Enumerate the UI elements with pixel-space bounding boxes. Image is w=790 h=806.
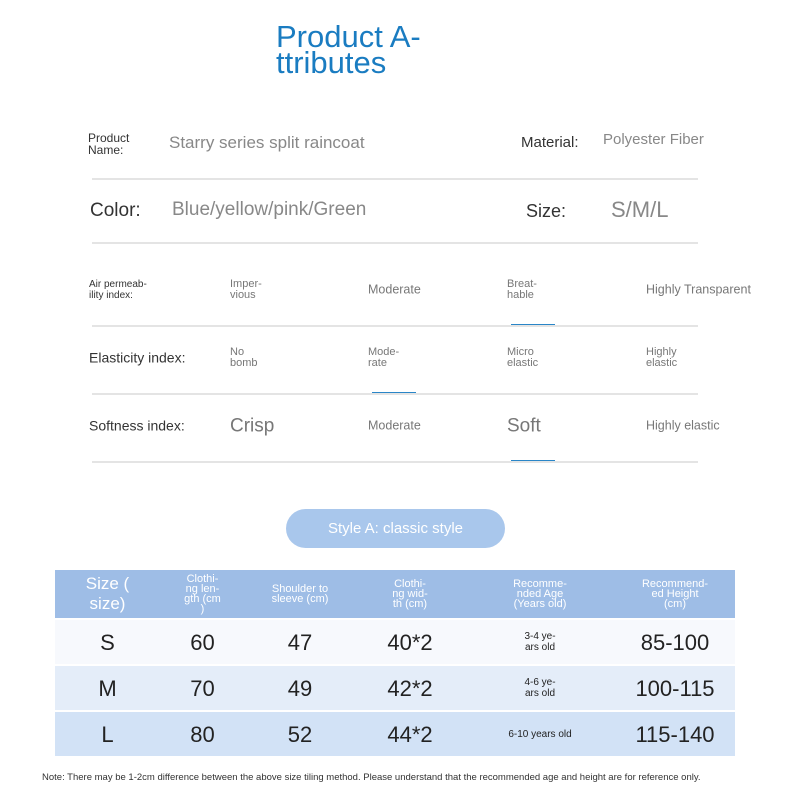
material: Polyester Fiber: [603, 131, 704, 148]
table-cell: 100-115: [635, 675, 715, 701]
index-option: Crisp: [230, 415, 275, 437]
table-header-bg: [55, 570, 735, 618]
table-cell: 85-100: [640, 629, 710, 655]
index-option: Mode- rate: [368, 346, 400, 369]
table-header-cell: Size ( size): [85, 574, 130, 613]
table-cell: 42*2: [387, 675, 433, 701]
table-header-cell: Clothi- ng wid- th (cm): [392, 578, 428, 610]
table-cell: 70: [190, 675, 215, 701]
table-header-cell: Shoulder to sleeve (cm): [271, 583, 329, 605]
table-cell: M: [98, 675, 117, 701]
index-label: Air permeab- ility index:: [89, 279, 147, 301]
table-cell: 115-140: [635, 721, 715, 747]
index-label: Softness index:: [89, 417, 185, 434]
table-cell: 52: [287, 721, 313, 747]
table-cell: 40*2: [387, 629, 433, 655]
size-label: Size:: [526, 201, 567, 221]
size: S/M/L: [611, 197, 669, 222]
table-row-bg: [55, 620, 735, 664]
note: Note: There may be 1-2cm difference betw…: [42, 772, 701, 783]
divider: [92, 393, 698, 395]
index-option: Imper- vious: [230, 278, 262, 301]
table-cell: 4-6 ye- ars old: [524, 677, 556, 699]
index-option: No bomb: [230, 346, 258, 369]
divider: [92, 325, 698, 327]
product-name: Starry series split raincoat: [169, 133, 365, 152]
table-row-bg: [55, 666, 735, 710]
table-header-cell: Clothi- ng len- gth (cm ): [184, 573, 221, 615]
size-table: Size ( size) Clothi- ng len- gth (cm ) Sho…: [55, 570, 735, 757]
index-label: Elasticity index:: [89, 349, 186, 366]
index-option: Highly elastic: [646, 418, 720, 433]
table-cell: S: [100, 629, 115, 655]
table-row-bg: [55, 712, 735, 756]
table-cell: 80: [190, 721, 215, 747]
index-option: Moderate: [368, 418, 421, 433]
index-option: Micro elastic: [507, 346, 539, 369]
index-option: Breat- hable: [507, 278, 537, 301]
divider: [92, 178, 698, 180]
table-cell: 44*2: [387, 721, 433, 747]
color-label: Color:: [90, 200, 141, 221]
title: Product A- ttributes: [276, 19, 421, 80]
index-option: Moderate: [368, 282, 421, 297]
table-cell: 47: [287, 629, 313, 655]
table-cell: L: [101, 721, 114, 747]
table-header-cell: Recommend- ed Height (cm): [641, 578, 709, 610]
table-cell: 49: [287, 675, 313, 701]
table-cell: 6-10 years old: [508, 728, 572, 740]
product-name-label: Product Name:: [88, 131, 130, 157]
divider: [92, 461, 698, 463]
divider: [92, 242, 698, 244]
table-cell: 60: [190, 629, 215, 655]
index-option: Highly elastic: [646, 346, 678, 369]
style-button[interactable]: Style A: classic style: [286, 509, 505, 548]
material-label: Material:: [521, 134, 579, 151]
table-cell: 3-4 ye- ars old: [524, 631, 556, 653]
index-option: Soft: [507, 415, 541, 437]
table-header-cell: Recomme- nded Age (Years old): [513, 578, 567, 610]
color: Blue/yellow/pink/Green: [172, 199, 367, 220]
index-option: Highly Transparent: [646, 282, 751, 297]
